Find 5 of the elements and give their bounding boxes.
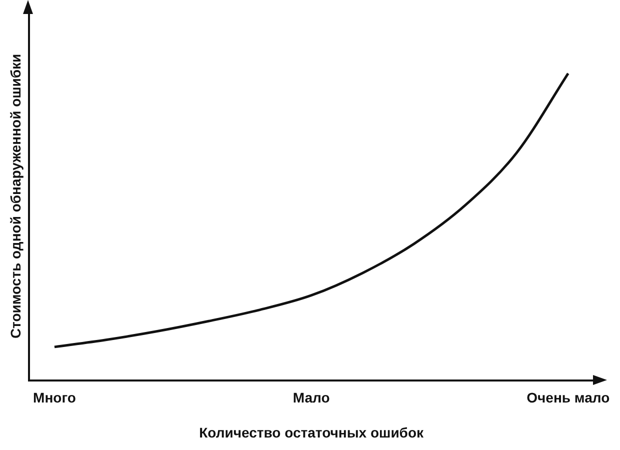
- x-axis-title: Количество остаточных ошибок: [199, 424, 425, 440]
- x-tick-label: Очень мало: [526, 390, 610, 406]
- y-axis-title: Стоимость одной обнаруженной ошибки: [7, 54, 24, 339]
- x-tick-label: Много: [33, 390, 76, 406]
- x-tick-label: Мало: [292, 390, 330, 406]
